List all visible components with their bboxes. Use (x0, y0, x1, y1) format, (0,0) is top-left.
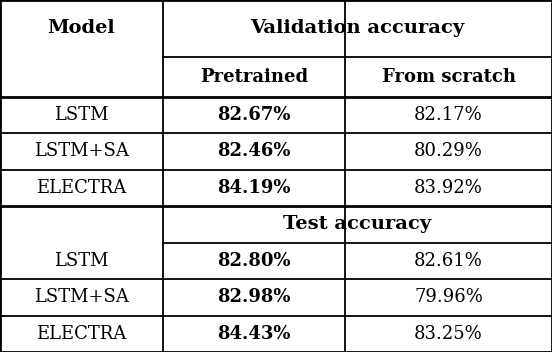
Text: LSTM: LSTM (54, 106, 109, 124)
Text: Pretrained: Pretrained (200, 68, 308, 86)
Text: 82.61%: 82.61% (414, 252, 483, 270)
Text: LSTM+SA: LSTM+SA (34, 142, 129, 161)
Text: LSTM: LSTM (54, 252, 109, 270)
Text: 83.25%: 83.25% (414, 325, 483, 343)
Text: 80.29%: 80.29% (414, 142, 483, 161)
Text: From scratch: From scratch (381, 68, 516, 86)
Text: 84.19%: 84.19% (217, 179, 291, 197)
Text: 83.92%: 83.92% (414, 179, 483, 197)
Text: Test accuracy: Test accuracy (283, 215, 432, 233)
Text: 82.46%: 82.46% (217, 142, 291, 161)
Text: LSTM+SA: LSTM+SA (34, 288, 129, 306)
Text: 84.43%: 84.43% (217, 325, 291, 343)
Text: 82.80%: 82.80% (217, 252, 291, 270)
Text: Validation accuracy: Validation accuracy (250, 19, 465, 37)
Text: 82.98%: 82.98% (217, 288, 291, 306)
Text: ELECTRA: ELECTRA (36, 325, 126, 343)
Text: Model: Model (47, 19, 115, 37)
Text: 82.67%: 82.67% (217, 106, 291, 124)
Text: ELECTRA: ELECTRA (36, 179, 126, 197)
Text: 82.17%: 82.17% (414, 106, 483, 124)
Text: 79.96%: 79.96% (414, 288, 483, 306)
